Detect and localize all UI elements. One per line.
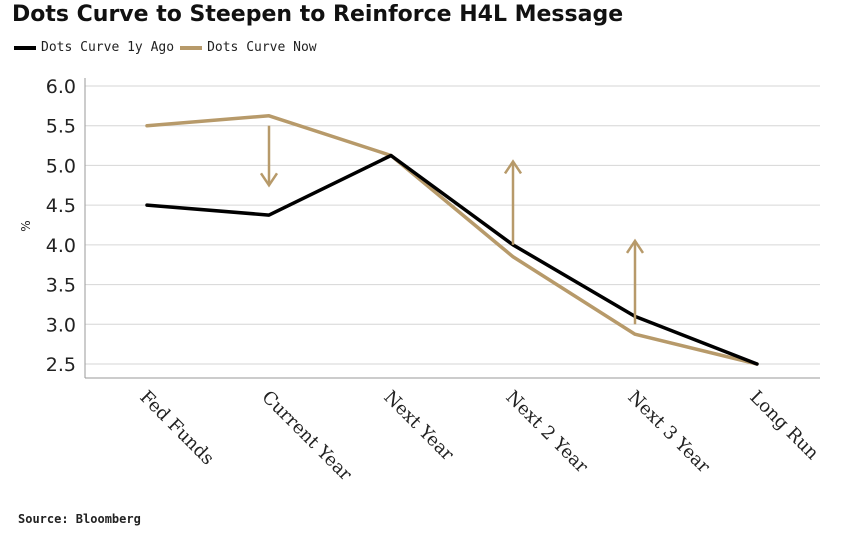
- chart-title: Dots Curve to Steepen to Reinforce H4L M…: [12, 2, 624, 27]
- legend-swatch-1y-ago: [14, 45, 36, 50]
- series-lines: [145, 114, 759, 366]
- y-tick-label: 4.5: [46, 195, 76, 217]
- legend: Dots Curve 1y Ago Dots Curve Now: [14, 40, 323, 55]
- source-text: Source: Bloomberg: [18, 512, 141, 526]
- grid-lines: [85, 85, 820, 365]
- y-tick-label: 4.0: [46, 235, 76, 257]
- legend-item-now: Dots Curve Now: [180, 40, 317, 55]
- y-tick-label: 5.0: [46, 155, 76, 177]
- annotation-arrows: [259, 125, 645, 325]
- legend-swatch-now: [180, 45, 203, 50]
- x-category-label: Fed Funds: [135, 387, 218, 470]
- series-line-1y-ago: [145, 153, 759, 366]
- y-tick-label: 2.5: [46, 354, 76, 376]
- y-tick-label: 5.5: [46, 116, 76, 138]
- axes: [84, 78, 820, 379]
- category-labels: Fed Funds Current Year Next Year Next 2 Yea…: [135, 387, 823, 486]
- x-category-label: Next 2 Year: [501, 387, 592, 478]
- arrow-down: [259, 125, 279, 188]
- legend-item-1y-ago: Dots Curve 1y Ago: [14, 40, 174, 55]
- y-tick-label: 3.0: [46, 314, 76, 336]
- y-tick-label: 3.5: [46, 275, 76, 297]
- y-tick-label: 6.0: [46, 76, 76, 98]
- arrow-up: [503, 159, 523, 245]
- legend-label-1y-ago: Dots Curve 1y Ago: [41, 40, 175, 55]
- series-line-now: [145, 114, 759, 366]
- y-tick-labels: 2.5 3.0 3.5 4.0 4.5 5.0 5.5 6.0: [46, 76, 76, 376]
- x-category-label: Next Year: [379, 387, 458, 466]
- legend-label-now: Dots Curve Now: [207, 40, 317, 55]
- x-category-label: Current Year: [257, 387, 356, 486]
- x-category-label: Next 3 Year: [623, 387, 714, 478]
- arrow-up: [625, 238, 645, 325]
- y-axis-title: %: [19, 220, 33, 231]
- x-category-label: Long Run: [745, 387, 823, 465]
